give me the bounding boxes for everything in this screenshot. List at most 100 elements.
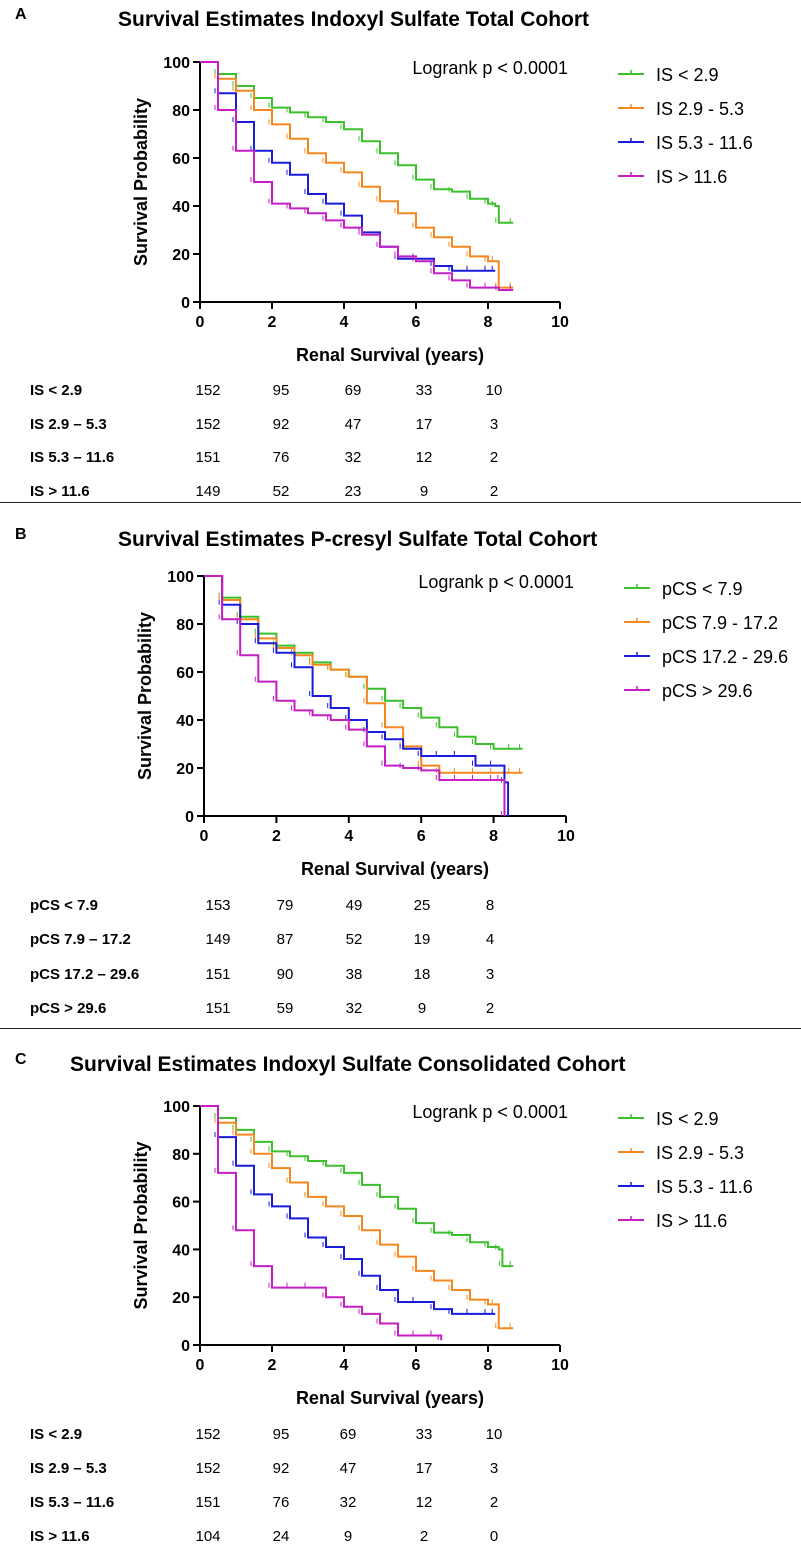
logrank-annotation: Logrank p < 0.0001 <box>418 572 574 592</box>
risk-cell: 33 <box>415 1426 433 1443</box>
risk-cell: 69 <box>339 1426 357 1443</box>
chart-title: Survival Estimates P-cresyl Sulfate Tota… <box>118 528 598 551</box>
risk-row-label: IS 2.9 – 5.3 <box>30 1460 107 1477</box>
y-tick-label: 60 <box>172 151 190 168</box>
x-tick-label: 10 <box>551 1357 569 1374</box>
y-tick-label: 40 <box>176 713 194 730</box>
risk-row-label: IS 5.3 – 11.6 <box>30 1494 115 1511</box>
risk-cell: 3 <box>489 415 499 433</box>
survival-curve <box>200 61 514 224</box>
x-tick-label: 4 <box>340 314 349 331</box>
panel-b: B Survival Estimates P-cresyl Sulfate To… <box>0 520 801 1025</box>
risk-row-label: IS > 11.6 <box>30 1528 90 1545</box>
y-tick-label: 80 <box>176 617 194 634</box>
y-tick-label: 80 <box>172 103 190 120</box>
risk-cell: 152 <box>195 1460 221 1477</box>
panel-divider <box>0 502 801 503</box>
risk-cell: 38 <box>345 965 363 983</box>
risk-cell: 17 <box>415 1460 433 1477</box>
risk-cell: 152 <box>195 1426 221 1443</box>
x-tick-label: 8 <box>489 828 498 845</box>
risk-cell: 2 <box>489 482 499 500</box>
risk-cell: 32 <box>339 1494 357 1511</box>
legend-label: IS > 11.6 <box>656 167 727 187</box>
risk-cell: 90 <box>276 965 294 983</box>
risk-row-label: IS 2.9 – 5.3 <box>30 415 107 433</box>
risk-cell: 12 <box>415 1494 433 1511</box>
risk-row-label: IS > 11.6 <box>30 482 90 500</box>
logrank-annotation: Logrank p < 0.0001 <box>412 58 568 78</box>
risk-cell: 152 <box>195 415 221 433</box>
risk-cell: 151 <box>195 1494 221 1511</box>
x-tick-label: 2 <box>268 314 277 331</box>
risk-row-label: IS 5.3 – 11.6 <box>30 449 115 466</box>
risk-cell: 152 <box>195 382 221 399</box>
y-tick-label: 40 <box>172 199 190 216</box>
km-chart: 0 20 40 60 80 100 0 2 4 6 8 10 Renal Survival (years… <box>131 55 753 365</box>
y-tick-label: 100 <box>163 55 190 72</box>
panel-a: A Survival Estimates Indoxyl Sulfate Tot… <box>0 0 801 500</box>
risk-row-label: IS < 2.9 <box>30 1426 83 1443</box>
risk-cell: 3 <box>485 965 495 983</box>
risk-cell: 92 <box>272 415 290 433</box>
risk-row-label: pCS 7.9 – 17.2 <box>30 931 131 949</box>
x-tick-label: 2 <box>272 828 281 845</box>
risk-cell: 18 <box>413 965 431 983</box>
risk-cell: 23 <box>344 482 362 500</box>
y-tick-label: 60 <box>172 1195 190 1212</box>
y-tick-label: 80 <box>172 1147 190 1164</box>
risk-cell: 2 <box>489 1494 499 1511</box>
risk-cell: 19 <box>413 931 431 949</box>
risk-cell: 151 <box>205 965 231 983</box>
legend-label: IS > 11.6 <box>656 1211 727 1231</box>
x-tick-label: 2 <box>268 1357 277 1374</box>
risk-cell: 52 <box>345 931 363 949</box>
risk-cell: 95 <box>272 1426 290 1443</box>
x-axis-label: Renal Survival (years) <box>296 345 484 365</box>
x-tick-label: 6 <box>412 314 421 331</box>
km-chart: 0 20 40 60 80 100 0 2 4 6 8 10 Renal Survival (years… <box>131 1099 753 1408</box>
legend-label: IS 2.9 - 5.3 <box>656 1143 744 1163</box>
panel-letter: B <box>15 526 27 543</box>
risk-cell: 47 <box>339 1460 357 1477</box>
legend-label: IS 5.3 - 11.6 <box>656 133 753 153</box>
legend-label: pCS 17.2 - 29.6 <box>662 647 788 667</box>
y-tick-label: 20 <box>176 761 194 778</box>
x-tick-label: 0 <box>196 314 205 331</box>
y-tick-label: 20 <box>172 247 190 264</box>
survival-curve <box>200 1105 443 1341</box>
risk-cell: 69 <box>344 382 362 399</box>
y-tick-label: 100 <box>167 569 194 586</box>
risk-row-label: IS < 2.9 <box>30 382 83 399</box>
risk-cell: 59 <box>276 999 294 1017</box>
risk-cell: 24 <box>272 1528 290 1545</box>
x-tick-label: 4 <box>344 828 353 845</box>
risk-cell: 10 <box>485 1426 503 1443</box>
y-tick-label: 20 <box>172 1290 190 1307</box>
risk-cell: 32 <box>344 449 362 466</box>
risk-cell: 47 <box>344 415 362 433</box>
risk-row-label: pCS 17.2 – 29.6 <box>30 965 140 983</box>
risk-row-label: pCS > 29.6 <box>30 999 107 1017</box>
risk-cell: 2 <box>419 1528 429 1545</box>
risk-cell: 9 <box>419 482 429 500</box>
risk-cell: 32 <box>345 999 363 1017</box>
risk-cell: 151 <box>205 999 231 1017</box>
legend-label: pCS > 29.6 <box>662 681 753 701</box>
x-tick-label: 6 <box>417 828 426 845</box>
survival-curve <box>200 1105 514 1268</box>
x-tick-label: 10 <box>557 828 575 845</box>
panel-divider <box>0 1028 801 1029</box>
x-tick-label: 0 <box>196 1357 205 1374</box>
legend-label: IS 2.9 - 5.3 <box>656 99 744 119</box>
legend-label: IS 5.3 - 11.6 <box>656 1177 753 1197</box>
risk-cell: 149 <box>205 931 231 949</box>
panel-c: C Survival Estimates Indoxyl Sulfate Con… <box>0 1045 801 1546</box>
survival-curve <box>200 1105 496 1315</box>
legend-label: pCS 7.9 - 17.2 <box>662 613 778 633</box>
risk-cell: 87 <box>276 931 294 949</box>
y-tick-label: 0 <box>181 295 190 312</box>
x-tick-label: 8 <box>484 1357 493 1374</box>
risk-cell: 76 <box>272 449 290 466</box>
risk-cell: 3 <box>489 1460 499 1477</box>
